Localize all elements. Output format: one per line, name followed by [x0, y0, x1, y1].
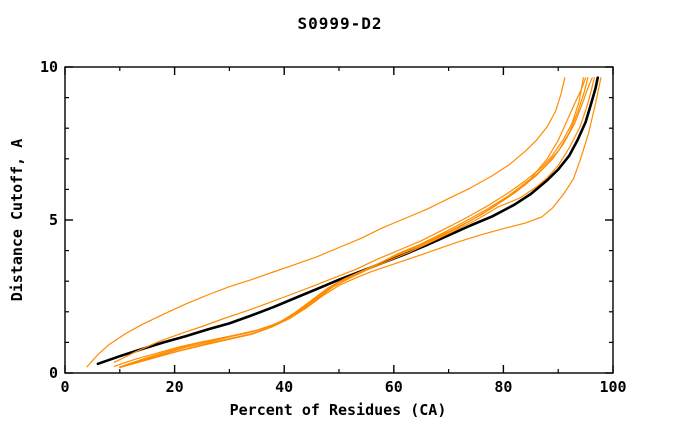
y-tick-label: 0	[48, 364, 58, 382]
x-tick-label: 0	[60, 378, 70, 396]
x-tick-label: 40	[275, 378, 294, 396]
y-tick-label: 5	[48, 211, 58, 229]
x-tick-label: 60	[384, 378, 403, 396]
series-line-model-3	[113, 77, 587, 367]
plot-border	[64, 66, 614, 374]
series-line-model-2	[113, 77, 585, 363]
plot-title: S0999-D2	[297, 14, 383, 33]
x-tick-label: 100	[599, 378, 627, 396]
series-line-reference-black	[96, 76, 600, 366]
series-line-model-4	[119, 77, 593, 368]
series-line-model-low-outlier	[119, 77, 602, 368]
series-line-model-5	[124, 77, 589, 366]
x-axis-label: Percent of Residues (CA)	[229, 401, 447, 419]
x-tick-label: 20	[165, 378, 184, 396]
series-line-model-6	[119, 77, 596, 369]
series-line-model-high-outlier	[86, 77, 566, 368]
y-tick-label: 10	[39, 58, 58, 76]
x-tick-label: 80	[494, 378, 513, 396]
